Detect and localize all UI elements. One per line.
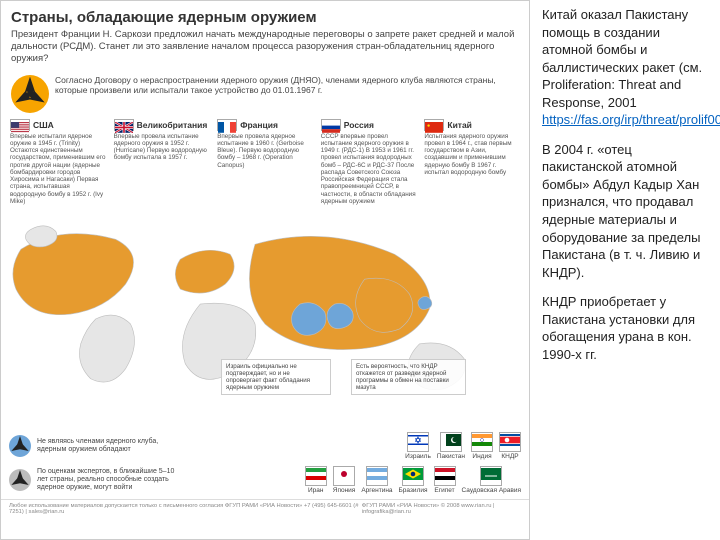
flag-jp-icon [333,466,355,486]
flag-sa-icon [480,466,502,486]
country-fr: ФранцияВпервые провела ядерное испытание… [214,117,316,207]
row-nonmembers: Не являясь членами ядерного клуба, ядерн… [1,429,529,463]
flag-cn-icon [424,119,444,131]
radiation-icon [11,75,49,113]
page-title: Страны, обладающие ядерным оружием [11,9,519,26]
flag-br-icon [402,466,424,486]
map-svg [1,209,529,429]
flag-ar-icon [366,466,388,486]
header: Страны, обладающие ядерным оружием Прези… [1,1,529,69]
row1-text: Не являясь членами ядерного клуба, ядерн… [37,438,187,453]
country-cn: КитайИспытания ядерного оружия провел в … [421,117,523,207]
para-3: КНДР приобретает у Пакистана установки д… [542,293,712,363]
map-note: Израиль официально не подтверждает, но и… [221,359,331,396]
flag-kp-icon [499,432,521,452]
footer: Любое использование материалов допускает… [1,499,529,518]
flag-item-kp: КНДР [499,432,521,460]
map-note: Есть вероятность, что КНДР откажется от … [351,359,466,396]
flag-ir-icon [305,466,327,486]
country-ru: РоссияСССР впервые провел испытание ядер… [318,117,420,207]
flag-item-ar: Аргентина [361,466,392,494]
flag-eg-icon [434,466,456,486]
row2-text: По оценкам экспертов, в ближайшие 5–10 л… [37,468,187,491]
page-subtitle: Президент Франции Н. Саркози предложил н… [11,29,519,65]
row1-flags: ИзраильПакистан Индия КНДР [405,432,521,460]
footer-left: Любое использование материалов допускает… [9,503,362,515]
flag-item-br: Бразилия [399,466,428,494]
flag-uk-icon [114,119,134,131]
side-text: Китай оказал Пакистану помощь в создании… [530,0,720,540]
row-candidates: По оценкам экспертов, в ближайшие 5–10 л… [1,463,529,497]
intro-row: Согласно Договору о нераспространении яд… [1,69,529,113]
infographic-panel: Страны, обладающие ядерным оружием Прези… [0,0,530,540]
country-columns: СШАВпервые испытали ядерное оружие в 194… [1,113,529,207]
flag-item-ir: Иран [305,466,327,494]
flag-fr-icon [217,119,237,131]
para-2: В 2004 г. «отец пакистанской атомной бом… [542,141,712,281]
source-link[interactable]: https://fas.org/irp/threat/prolif00.pdf [542,112,720,127]
para-1: Китай оказал Пакистану помощь в создании… [542,6,712,129]
flag-in-icon [471,432,493,452]
footer-right: ФГУП РАМИ «РИА Новости» © 2008 www.rian.… [362,503,521,515]
flag-item-jp: Япония [333,466,356,494]
country-uk: ВеликобританияВпервые провела испытание … [111,117,213,207]
radiation-icon-small [9,469,31,491]
flag-item-pk: Пакистан [437,432,465,460]
flag-item-in: Индия [471,432,493,460]
flag-item-sa: Саудовская Аравия [462,466,521,494]
flag-ru-icon [321,119,341,131]
flag-us-icon [10,119,30,131]
country-us: СШАВпервые испытали ядерное оружие в 194… [7,117,109,207]
flag-item-il: Израиль [405,432,431,460]
radiation-icon-small [9,435,31,457]
world-map: Израиль официально не подтверждает, но и… [1,209,529,429]
flag-pk-icon [440,432,462,452]
row2-flags: Иран ЯпонияАргентинаБразилия Египет Саудовс… [305,466,521,494]
flag-il-icon [407,432,429,452]
flag-item-eg: Египет [434,466,456,494]
intro-text: Согласно Договору о нераспространении яд… [55,75,519,95]
